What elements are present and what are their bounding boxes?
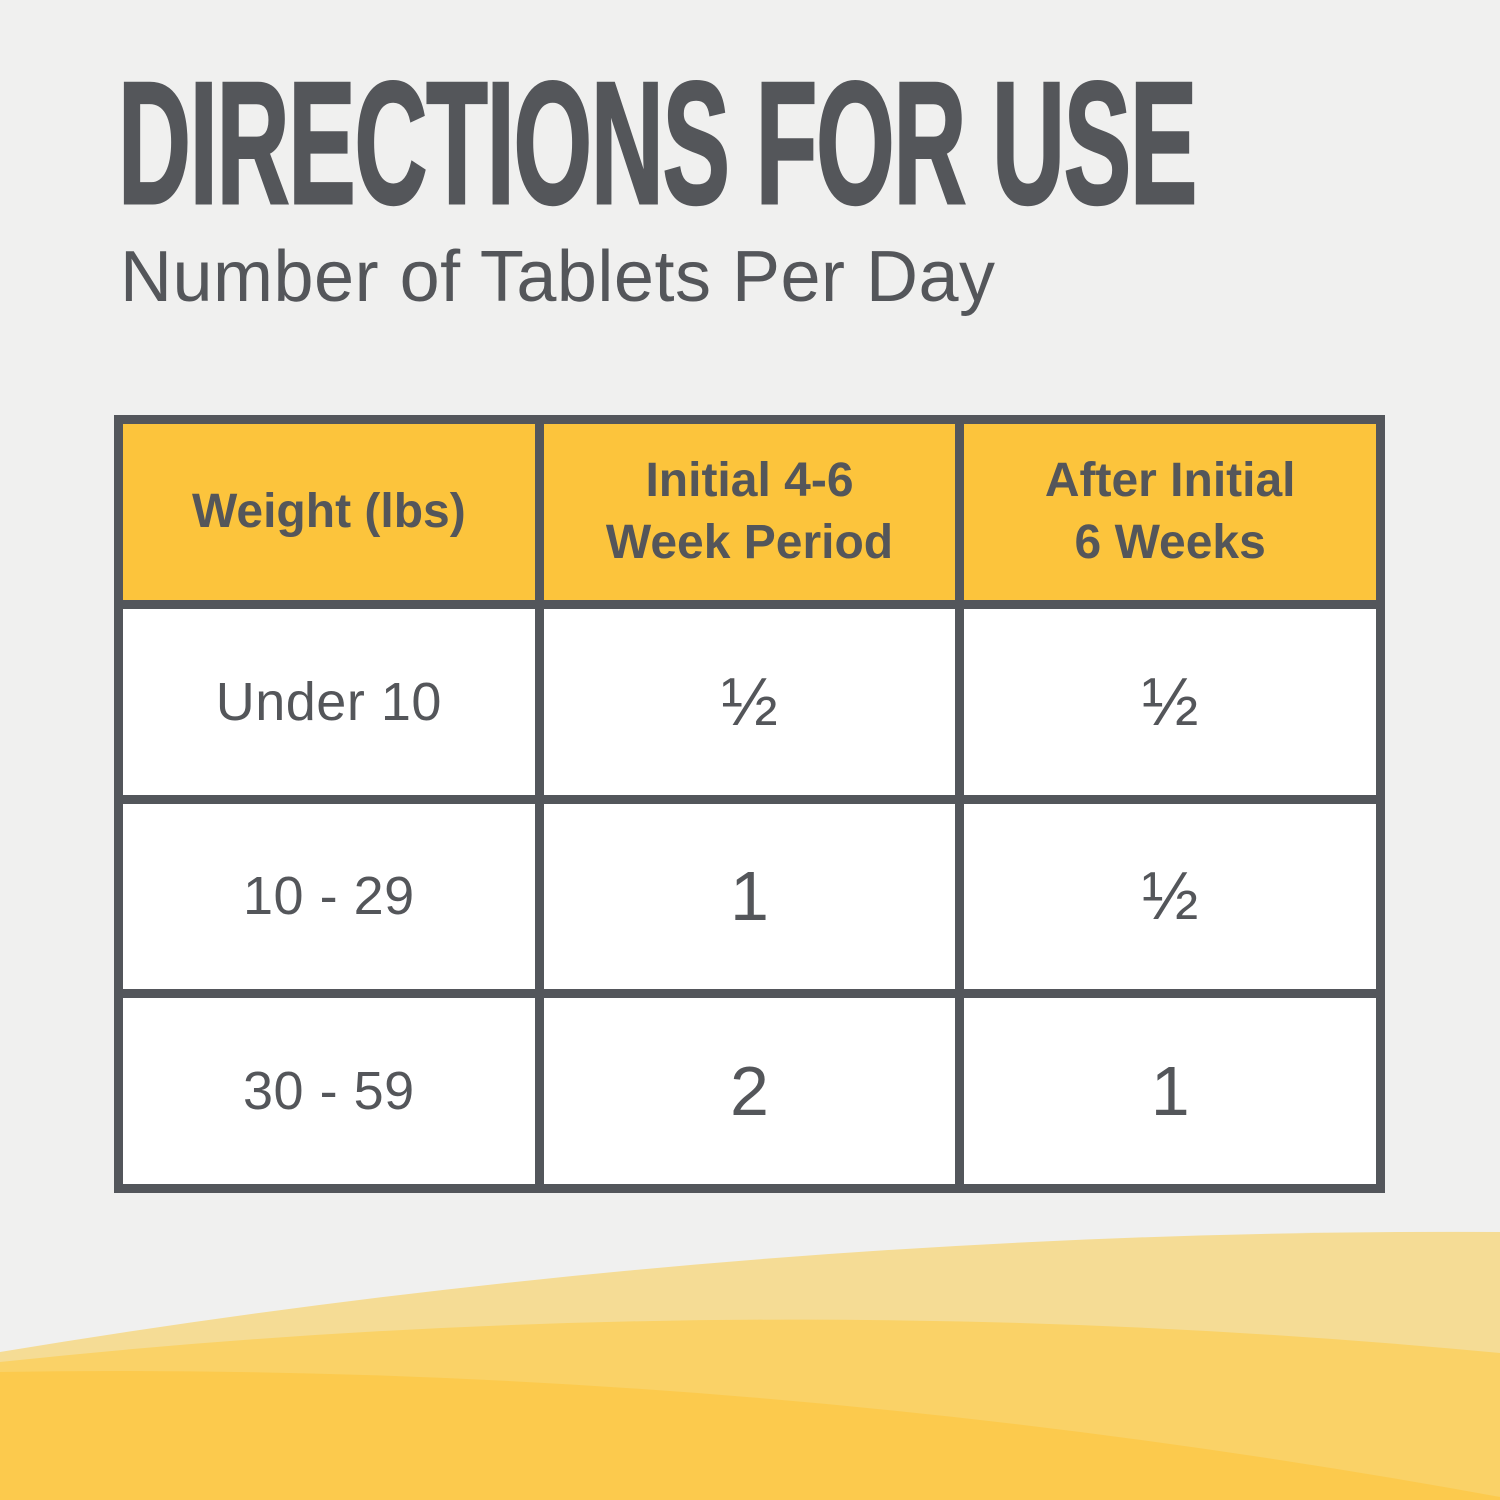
wave-decoration <box>0 1231 1500 1500</box>
dosage-table: Weight (lbs) Initial 4-6 Week Period Aft… <box>114 415 1385 1193</box>
dose-under10-after: ½ <box>964 609 1376 795</box>
wave-dark-layer <box>0 1371 1500 1500</box>
dose-under10-initial: ½ <box>543 609 956 795</box>
column-header-initial-period: Initial 4-6 Week Period <box>543 424 956 600</box>
weight-range-10-29: 10 - 29 <box>123 803 535 990</box>
column-header-weight: Weight (lbs) <box>123 424 535 600</box>
column-header-after-initial: After Initial 6 Weeks <box>964 424 1376 600</box>
dose-10-29-initial: 1 <box>543 803 956 990</box>
page-subtitle: Number of Tablets Per Day <box>120 237 996 317</box>
dose-30-59-after: 1 <box>964 998 1376 1184</box>
weight-range-30-59: 30 - 59 <box>123 998 535 1184</box>
weight-range-under-10: Under 10 <box>123 609 535 795</box>
dose-10-29-after: ½ <box>964 803 1376 990</box>
dose-30-59-initial: 2 <box>543 998 956 1184</box>
page-title: DIRECTIONS FOR USE <box>117 45 1198 240</box>
